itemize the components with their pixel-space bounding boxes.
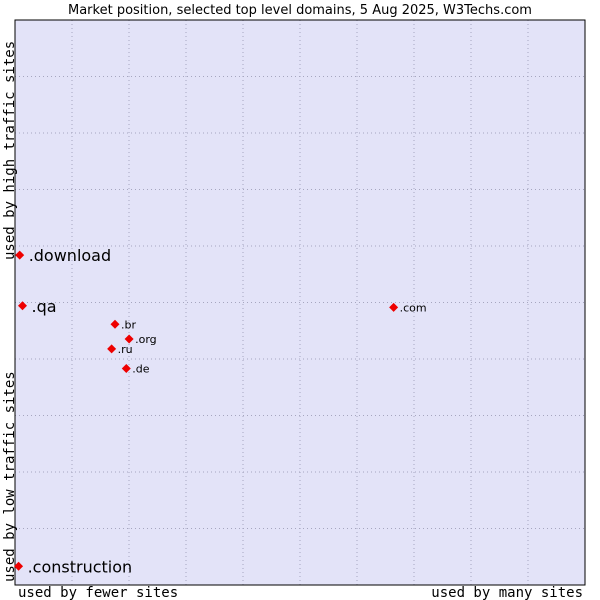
point-marker-de [121, 363, 131, 373]
x-axis-low-label: used by fewer sites [18, 585, 178, 600]
point-label-download: .download [29, 246, 111, 265]
x-axis-high-label: used by many sites [431, 585, 583, 600]
point-label-ru: .ru [118, 343, 133, 356]
point-marker-br [110, 319, 120, 329]
point-label-de: .de [132, 362, 149, 375]
data-points: .download .qa .construction .com .br .org.ru.… [14, 246, 427, 576]
point-marker-com [389, 302, 399, 312]
y-axis-high-label: used by high traffic sites [2, 41, 18, 260]
plot-border [14, 19, 586, 586]
point-marker-org [124, 334, 134, 344]
y-axis-low-label: used by low traffic sites [2, 371, 18, 582]
point-marker-ru [107, 344, 117, 354]
point-label-org: .org [135, 333, 157, 346]
grid-lines [15, 20, 585, 585]
point-label-construction: .construction [28, 557, 133, 576]
point-label-com: .com [400, 301, 427, 314]
point-label-qa: .qa [32, 297, 57, 316]
point-marker-qa [18, 301, 28, 311]
point-marker-download [15, 250, 25, 260]
chart-title: Market position, selected top level doma… [68, 3, 532, 18]
point-marker-construction [14, 561, 24, 571]
point-label-br: .br [121, 318, 136, 331]
